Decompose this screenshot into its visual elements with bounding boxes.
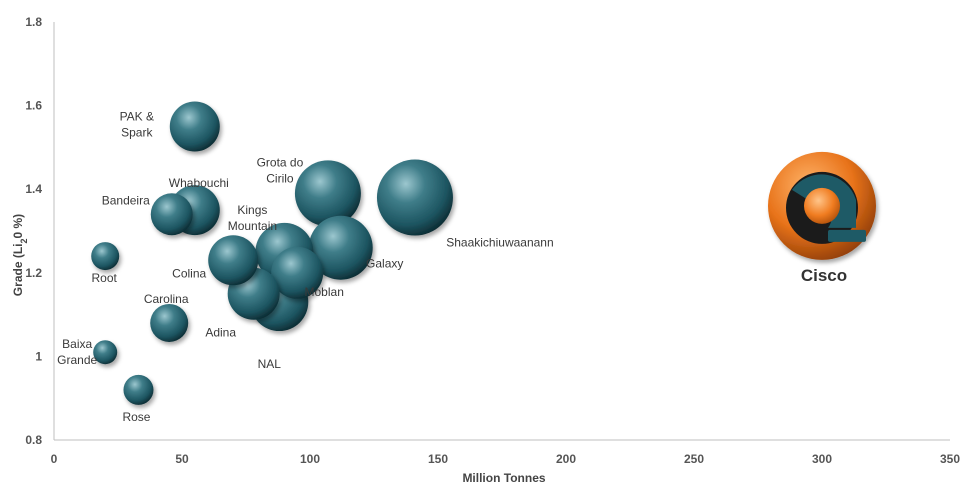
bubble-label-line: Baixa — [62, 337, 92, 351]
bubble-label-line: Root — [92, 271, 118, 285]
bubble — [123, 374, 154, 405]
y-tick-labels: 0.8 1 1.2 1.4 1.6 1.8 — [25, 15, 42, 447]
y-axis-label-sub: 2 — [19, 238, 29, 243]
bubble-label-line: Bandeira — [102, 193, 150, 207]
x-tick-label: 150 — [428, 452, 448, 466]
bubble-label-line: Spark — [121, 126, 153, 140]
bubble-label: PAK & Spark — [120, 110, 154, 140]
x-tick-label: 0 — [51, 452, 58, 466]
bubble-label: Galaxy — [366, 257, 403, 271]
bubble-label: Bandeira — [102, 193, 150, 207]
y-tick-label: 1.4 — [25, 182, 42, 196]
y-axis-label-end: 0 %) — [11, 214, 25, 239]
bubble-label-line: Cirilo — [266, 171, 294, 185]
bubble-label-line: PAK & — [120, 110, 154, 124]
bubble — [376, 159, 453, 236]
bubble — [208, 235, 259, 286]
y-axis-label: Grade (Li20 %) — [11, 214, 29, 296]
bubble-label: Whabouchi — [169, 176, 229, 190]
bubble-label-line: Shaakichiuwaanann — [446, 236, 553, 250]
bubble-label-line: Rose — [122, 410, 150, 424]
x-tick-labels: 0 50 100 150 200 250 300 350 — [51, 452, 961, 466]
bubble-label: Shaakichiuwaanann — [446, 236, 553, 250]
bubble-label: Rose — [122, 410, 150, 424]
bubble-label: Colina — [172, 266, 206, 280]
cisco-logo-bar — [828, 229, 866, 242]
bubble-label: Grota do Cirilo — [257, 155, 304, 185]
bubble-label: Baixa Grande — [57, 337, 97, 367]
bubble-label-line: NAL — [258, 357, 282, 371]
bubble — [308, 215, 373, 280]
bubble-label: Kings Mountain — [228, 203, 277, 233]
bubble-label-line: Grande — [57, 353, 97, 367]
x-tick-label: 250 — [684, 452, 704, 466]
x-tick-label: 300 — [812, 452, 832, 466]
bubbles — [91, 101, 453, 405]
bubble-label-line: Adina — [205, 326, 236, 340]
bubble — [91, 242, 120, 271]
cisco-logo-core — [804, 187, 840, 224]
bubble — [294, 160, 361, 227]
y-tick-label: 1.6 — [25, 99, 42, 113]
bubble-label-line: Kings — [237, 203, 267, 217]
axes — [53, 22, 950, 441]
bubble — [169, 101, 220, 152]
x-tick-label: 200 — [556, 452, 576, 466]
y-axis-label-main: Grade (Li — [11, 244, 25, 297]
x-tick-label: 50 — [175, 452, 189, 466]
bubble-label-line: Moblan — [305, 285, 344, 299]
cisco-logo — [768, 151, 876, 260]
x-tick-label: 350 — [940, 452, 960, 466]
bubble-label: Carolina — [144, 292, 189, 306]
bubble-label: Adina — [205, 326, 236, 340]
bubble-label-line: Colina — [172, 266, 206, 280]
y-tick-label: 1 — [35, 349, 42, 363]
bubble-label: Moblan — [305, 285, 344, 299]
y-tick-label: 1.8 — [25, 15, 42, 29]
y-tick-label: 0.8 — [25, 433, 42, 447]
bubble-label: Root — [92, 271, 118, 285]
bubble — [93, 340, 118, 365]
bubble-labels: PAK & Spark Whabouchi Bandeira Grota do Ciril… — [57, 110, 553, 424]
bubble-label-line: Mountain — [228, 219, 277, 233]
bubble — [150, 303, 189, 342]
bubble-label-line: Galaxy — [366, 257, 403, 271]
bubble-label-line: Carolina — [144, 292, 189, 306]
bubble-label-line: Grota do — [257, 155, 304, 169]
bubble — [271, 246, 324, 299]
bubble-label: NAL — [258, 357, 282, 371]
bubble — [150, 193, 193, 236]
y-tick-label: 1.2 — [25, 266, 42, 280]
x-tick-label: 100 — [300, 452, 320, 466]
x-axis-label: Million Tonnes — [462, 471, 545, 485]
cisco-label: Cisco — [801, 266, 847, 285]
bubble-label-line: Whabouchi — [169, 176, 229, 190]
